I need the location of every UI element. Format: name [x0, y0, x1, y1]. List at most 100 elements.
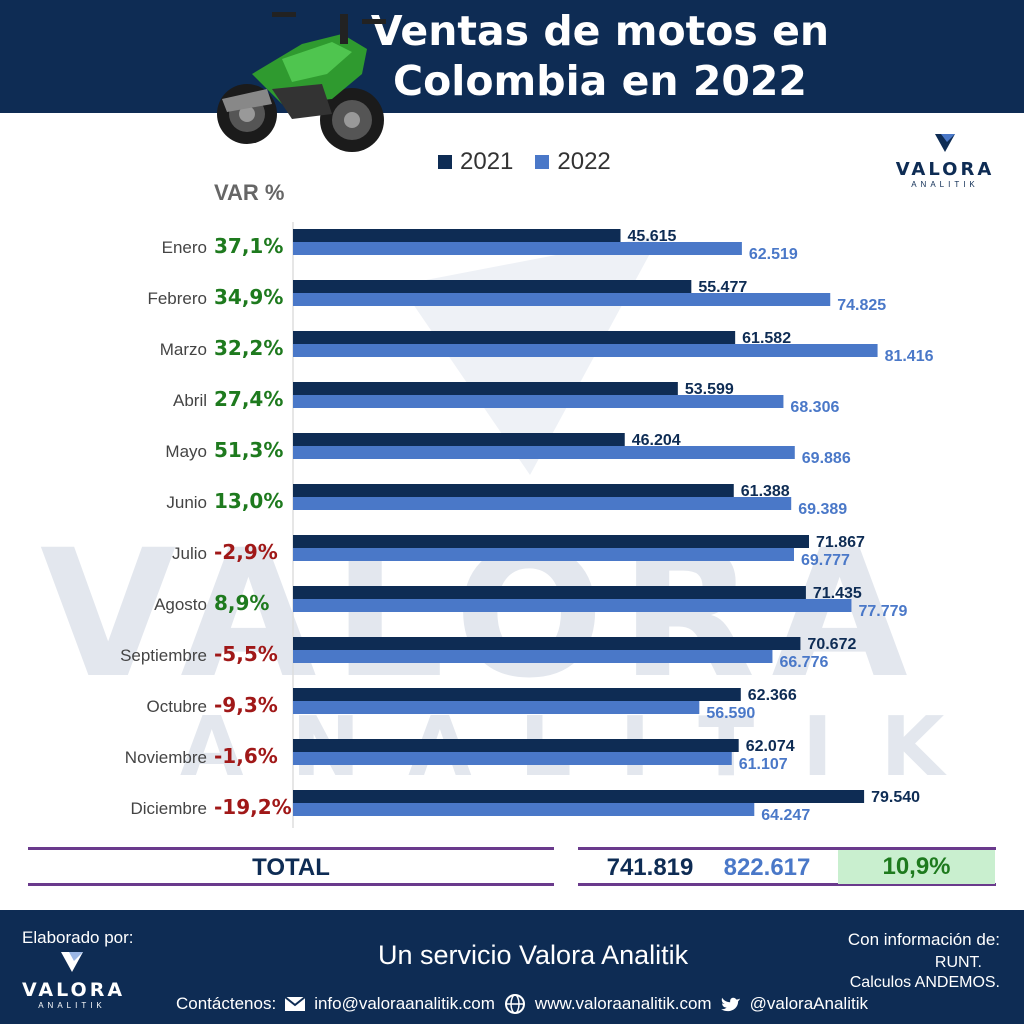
value-label-2022: 61.107	[739, 756, 788, 773]
var-header: VAR %	[214, 180, 285, 205]
bar-2021	[293, 280, 692, 293]
var-pct-label: 8,9%	[214, 591, 269, 615]
footer: Elaborado por: VALORA ANALITIK Un servic…	[0, 910, 1024, 1024]
bar-2021	[293, 433, 625, 446]
value-label-2021: 53.599	[685, 381, 734, 398]
value-label-2021: 55.477	[698, 279, 747, 296]
bar-2022	[293, 497, 792, 510]
bar-2021	[293, 790, 865, 803]
value-label-2022: 69.389	[798, 501, 847, 518]
valora-logo: VALORA ANALITIK	[895, 132, 995, 189]
value-label-2021: 46.204	[632, 432, 681, 449]
bar-2021	[293, 535, 810, 548]
legend-item-2021: 2021	[438, 148, 513, 176]
category-label: Junio	[166, 493, 207, 512]
var-pct-label: -19,2%	[214, 795, 292, 819]
value-label-2022: 69.777	[801, 552, 850, 569]
total-line-top-left	[28, 847, 554, 850]
contact-label: Contáctenos:	[176, 994, 277, 1013]
value-label-2021: 61.582	[742, 330, 791, 347]
category-label: Octubre	[147, 697, 207, 716]
chart-title: Ventas de motos en Colombia en 2022	[370, 7, 830, 105]
category-label: Mayo	[165, 442, 207, 461]
legend-swatch-2022	[535, 155, 550, 169]
bar-2021	[293, 331, 736, 344]
value-label-2021: 45.615	[628, 228, 677, 245]
value-label-2021: 62.074	[746, 738, 795, 755]
bar-2022	[293, 599, 852, 612]
value-label-2021: 71.867	[816, 534, 865, 551]
value-label-2021: 61.388	[741, 483, 790, 500]
bar-2021	[293, 586, 806, 599]
elaborado-label: Elaborado por:	[22, 928, 134, 947]
total-2022: 822.617	[723, 854, 811, 881]
category-label: Noviembre	[125, 748, 207, 767]
bar-2022	[293, 548, 794, 561]
bar-2021	[293, 739, 739, 752]
web-icon	[504, 994, 525, 1014]
header-banner: Ventas de motos en Colombia en 2022	[0, 0, 1024, 113]
var-pct-label: 32,2%	[214, 336, 283, 360]
value-label-2021: 79.540	[871, 789, 920, 806]
total-line-top-right	[578, 847, 996, 850]
twitter-link[interactable]: @valoraAnalitik	[749, 994, 868, 1013]
footer-logo: VALORA ANALITIK	[22, 950, 122, 1010]
value-label-2022: 66.776	[779, 654, 828, 671]
bar-2021	[293, 229, 621, 242]
bar-2022	[293, 395, 784, 408]
category-label: Julio	[172, 544, 207, 563]
info-line-andemos: Calculos ANDEMOS.	[849, 974, 1000, 991]
value-label-2022: 68.306	[790, 399, 839, 416]
bar-2022	[293, 701, 700, 714]
total-line-bottom-left	[28, 883, 554, 886]
value-label-2021: 62.366	[748, 687, 797, 704]
var-pct-label: -2,9%	[214, 540, 278, 564]
bar-chart: Enero 37,1% 45.615 62.519 Febrero 34,9% 55.477…	[120, 222, 934, 828]
web-link[interactable]: www.valoraanalitik.com	[534, 994, 712, 1013]
category-label: Septiembre	[120, 646, 207, 665]
value-label-2022: 56.590	[706, 705, 755, 722]
motorcycle-image	[217, 12, 386, 152]
var-pct-label: 13,0%	[214, 489, 283, 513]
category-label: Febrero	[147, 289, 207, 308]
var-pct-label: 27,4%	[214, 387, 283, 411]
email-icon	[284, 996, 306, 1011]
value-label-2022: 77.779	[858, 603, 907, 620]
bar-2022	[293, 344, 878, 357]
value-label-2021: 71.435	[813, 585, 862, 602]
email-link[interactable]: info@valoraanalitik.com	[314, 994, 495, 1013]
category-label: Marzo	[160, 340, 207, 359]
twitter-icon	[720, 997, 740, 1012]
footer-logo-icon	[61, 952, 83, 972]
total-line-bottom-right	[578, 883, 996, 886]
bar-2021	[293, 484, 734, 497]
bar-2021	[293, 637, 801, 650]
legend-swatch-2021	[438, 155, 452, 169]
bar-2022	[293, 242, 742, 255]
info-title: Con información de:	[847, 930, 1000, 949]
valora-logo-icon	[935, 134, 955, 152]
value-label-2022: 81.416	[885, 348, 934, 365]
var-pct-label: 51,3%	[214, 438, 283, 462]
var-pct-label: -5,5%	[214, 642, 278, 666]
total-var: 10,9%	[838, 850, 995, 884]
var-pct-label: -1,6%	[214, 744, 278, 768]
category-label: Abril	[173, 391, 207, 410]
var-pct-label: 34,9%	[214, 285, 283, 309]
info-line-runt: RUNT.	[934, 954, 982, 971]
category-label: Agosto	[154, 595, 207, 614]
bar-2022	[293, 803, 755, 816]
bar-2022	[293, 752, 732, 765]
category-label: Enero	[162, 238, 207, 257]
chart-legend: 2021 2022	[438, 148, 611, 176]
service-text: Un servicio Valora Analitik	[378, 940, 689, 970]
total-label: TOTAL	[252, 854, 330, 881]
value-label-2022: 64.247	[761, 807, 810, 824]
var-pct-label: -9,3%	[214, 693, 278, 717]
contact-bar: Contáctenos: info@valoraanalitik.com www…	[176, 994, 868, 1014]
bar-2022	[293, 446, 795, 459]
category-label: Diciembre	[130, 799, 207, 818]
bar-2021	[293, 382, 678, 395]
bar-2021	[293, 688, 741, 701]
value-label-2022: 74.825	[837, 297, 886, 314]
